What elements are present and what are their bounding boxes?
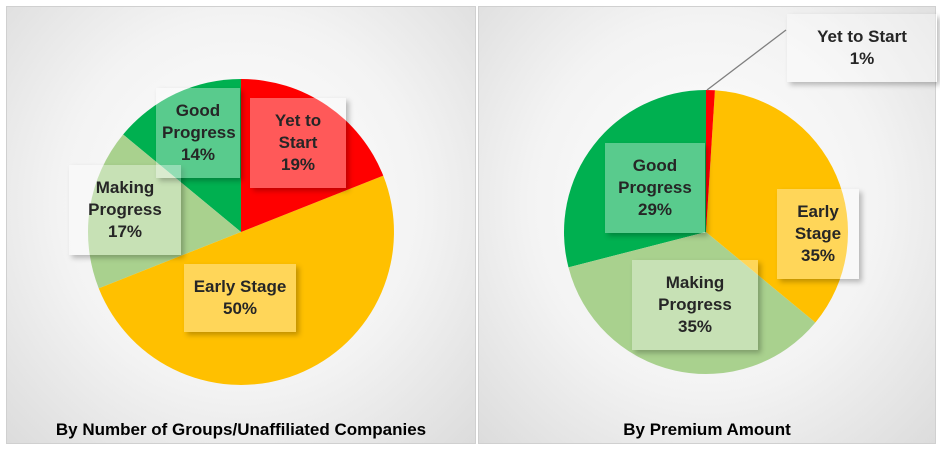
label-category: Early Stage: [193, 277, 287, 296]
label-value: 35%: [800, 246, 836, 265]
label-category: Good Progress: [162, 101, 236, 142]
data-label: Early Stage 35%: [777, 189, 859, 279]
data-label: Yet to Start 19%: [250, 98, 346, 188]
chart-title: By Number of Groups/Unaffiliated Compani…: [55, 420, 427, 439]
data-label: Making Progress 17%: [69, 165, 181, 255]
pie-slice: [706, 90, 849, 323]
label-value: 17%: [107, 222, 143, 241]
data-label: Yet to Start 1%: [787, 14, 937, 82]
data-label: Good Progress 29%: [605, 143, 705, 233]
pie-slice: [98, 175, 394, 385]
label-value: 14%: [180, 145, 216, 164]
label-category: Making Progress: [658, 273, 732, 314]
chart-title: By Premium Amount: [623, 420, 791, 439]
label-category: Yet to Start: [274, 111, 322, 152]
data-label: Early Stage 50%: [184, 264, 296, 332]
pie-slice: [706, 90, 715, 232]
label-value: 50%: [222, 299, 258, 318]
label-category: Good Progress: [618, 156, 692, 197]
data-label: Good Progress 14%: [156, 88, 240, 178]
leader-line: [706, 29, 787, 91]
label-value: 1%: [849, 49, 875, 68]
pie-slice: [568, 232, 816, 375]
label-category: Making Progress: [88, 178, 162, 219]
pie-slice: [241, 79, 384, 232]
pie-slice: [123, 79, 241, 232]
label-value: 35%: [677, 317, 713, 336]
label-value: 19%: [280, 155, 316, 174]
pie-slice: [564, 90, 706, 268]
data-label: Making Progress 35%: [632, 260, 758, 350]
label-value: 29%: [637, 200, 673, 219]
pie-slice: [88, 134, 241, 289]
label-category: Yet to Start: [817, 27, 907, 46]
label-category: Early Stage: [794, 202, 842, 243]
